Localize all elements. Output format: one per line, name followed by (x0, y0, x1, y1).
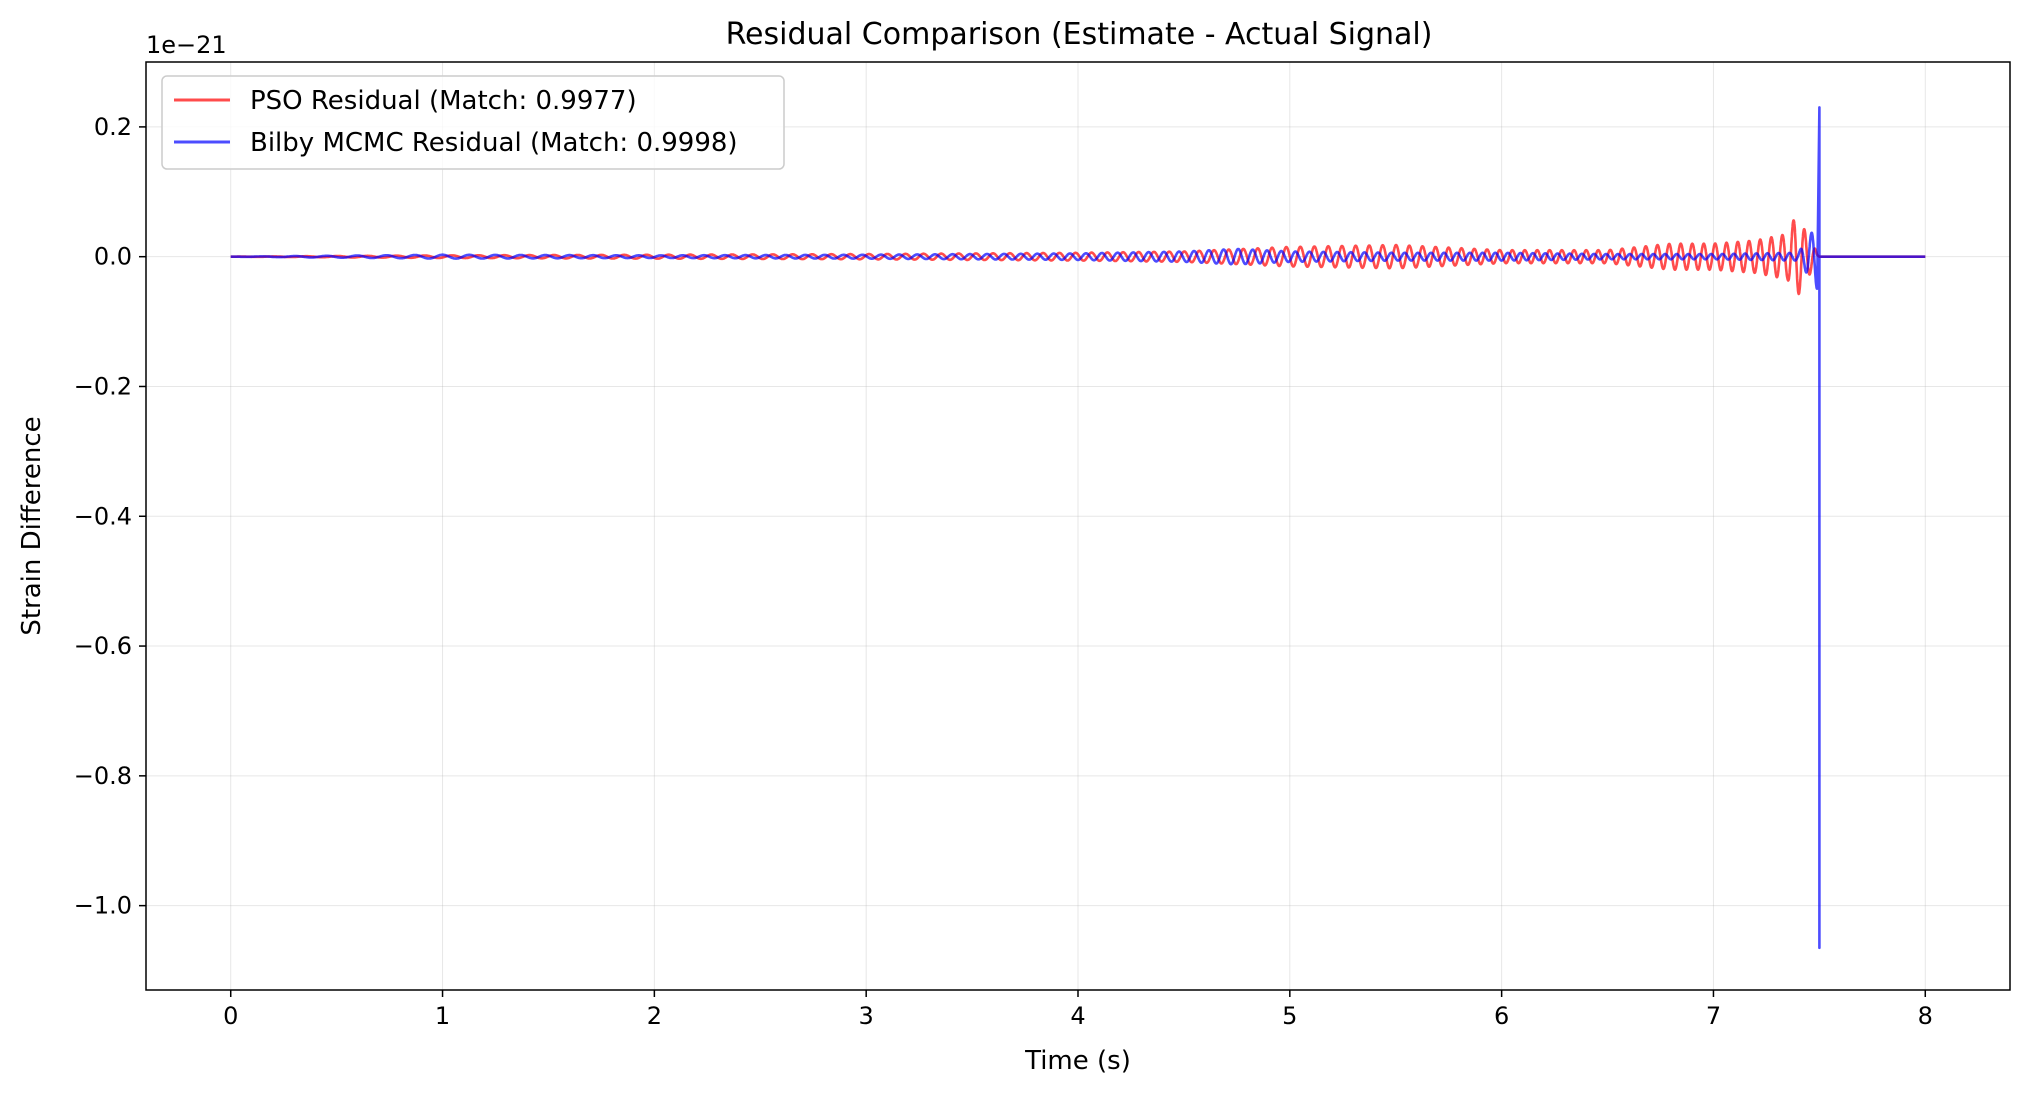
legend-label-pso: PSO Residual (Match: 0.9977) (250, 86, 637, 116)
x-tick-label: 8 (1918, 1002, 1933, 1030)
x-tick-label: 1 (435, 1002, 450, 1030)
grid-layer (146, 62, 2010, 990)
y-tick-label: −0.2 (74, 372, 132, 400)
y-tick-label: −1.0 (74, 892, 132, 920)
x-tick-label: 6 (1494, 1002, 1509, 1030)
legend-label-bilby: Bilby MCMC Residual (Match: 0.9998) (250, 128, 738, 158)
legend-box (161, 75, 785, 170)
y-tick-label: 0.0 (94, 243, 132, 271)
y-tick-label: −0.8 (74, 762, 132, 790)
y-tick-label: 0.2 (94, 113, 132, 141)
x-tick-label: 2 (647, 1002, 662, 1030)
x-axis-label: Time (s) (1024, 1046, 1131, 1076)
y-offset-label: 1e−21 (146, 31, 227, 59)
y-tick-label: −0.4 (74, 502, 132, 530)
x-ticks: 0 1 2 3 4 5 6 7 8 (223, 990, 1933, 1030)
x-tick-label: 5 (1282, 1002, 1297, 1030)
x-tick-label: 4 (1070, 1002, 1085, 1030)
y-ticks: 0.2 0.0 −0.2 −0.4 −0.6 −0.8 −1.0 (74, 113, 146, 920)
y-tick-label: −0.6 (74, 632, 132, 660)
y-axis-label: Strain Difference (17, 416, 47, 635)
x-tick-label: 3 (859, 1002, 874, 1030)
chart-title: Residual Comparison (Estimate - Actual S… (726, 17, 1433, 52)
series-layer (229, 106, 1926, 950)
legend: PSO Residual (Match: 0.9977) Bilby MCMC … (161, 75, 785, 170)
x-tick-label: 0 (223, 1002, 238, 1030)
bilby-residual-line (229, 106, 1926, 950)
x-tick-label: 7 (1706, 1002, 1721, 1030)
